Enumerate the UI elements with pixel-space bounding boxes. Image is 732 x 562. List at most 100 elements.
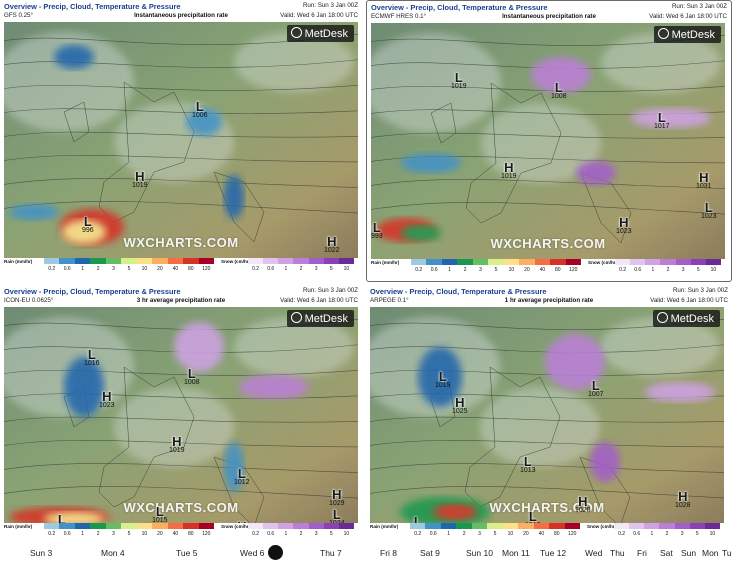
rain-tick-label: 2 [96,531,100,537]
low-pressure-center: L 1007 [588,378,604,399]
low-pressure-center: L 996 [82,215,94,235]
rain-tick-label: 2 [463,267,467,273]
panel-icon-eu[interactable]: Overview - Precip, Cloud, Temperature & … [0,285,362,545]
valid-time: Valid: Wed 6 Jan 18:00 UTC [650,297,728,304]
timeline-day[interactable]: Mon 11 [502,548,530,558]
precip-type: Instantaneous precipitation rate [502,13,596,20]
rain-tick-label: 120 [202,266,211,272]
rain-tick-label: 80 [554,531,560,537]
rain-color-swatch [456,523,472,529]
pressure-symbol: H [678,489,688,504]
snow-tick-label: 1 [651,267,655,273]
pressure-value: 1019 [132,182,148,189]
snow-tick-label: 1 [650,531,654,537]
snow-tick-label: 10 [343,266,350,272]
snow-tick-label: 0.2 [619,267,627,273]
run-time: Run: Sun 3 Jan 00Z [302,2,358,9]
snow-tick-label: 10 [709,531,716,537]
timeline-day[interactable]: Mon [702,548,719,558]
pressure-symbol: L [438,369,447,384]
timeline-day[interactable]: Wed [585,548,603,558]
rain-ticks: 0.2 0.6 1 2 3 5 10 20 40 80 120 [44,531,214,537]
high-pressure-center: H 1025 [452,396,468,416]
rain-color-swatch [121,258,137,264]
pressure-value: 1016 [84,360,100,367]
timeline-day[interactable]: Thu 7 [320,548,342,558]
timeline-day[interactable]: Fri [637,548,647,558]
pressure-symbol: L [195,99,204,114]
timeline-day[interactable]: Sun 3 [30,548,53,558]
pressure-value: 993 [371,233,383,240]
panel-title: Overview - Precip, Cloud, Temperature & … [4,287,181,296]
rain-tick-label: 120 [202,531,211,537]
pressure-symbol: H [327,234,337,249]
snow-color-swatch [293,523,309,529]
rain-tick-label: 2 [96,266,100,272]
pressure-symbol: L [554,80,563,95]
rain-ticks: 0.2 0.6 1 2 3 5 10 20 40 80 120 [410,531,580,537]
pressure-value: 1013 [525,522,541,523]
timeline-day[interactable]: Mon 4 [101,548,125,558]
rain-legend-label: Rain (mm/hr) [370,524,399,529]
panel-ecmwf[interactable]: Overview - Precip, Cloud, Temperature & … [366,0,732,282]
timeline-day[interactable]: Sat [660,548,673,558]
pressure-symbol: L [591,378,600,393]
pressure-symbol: L [704,200,713,215]
rain-color-swatch [136,523,153,529]
timeline-day[interactable]: Fri 8 [380,548,397,558]
pressure-value: 1017 [654,123,670,130]
rain-ticks: 0.2 0.6 1 2 3 5 10 20 40 80 120 [44,266,214,272]
timeline-bar[interactable]: Sun 3 Mon 4 Tue 5 Wed 6 Thu 7 Fri 8 Sat 9 Sun 1… [0,545,732,562]
wxcharts-watermark: WXCHARTS.COM [489,500,605,515]
rain-tick-label: 0.6 [429,531,437,537]
pressure-symbol: L [372,220,381,235]
run-time: Run: Sun 3 Jan 00Z [302,287,358,294]
timeline-day[interactable]: Tu [722,548,732,558]
snow-color-swatch [308,523,324,529]
rain-color-swatch [136,258,153,264]
pressure-value: 1006 [192,112,208,119]
rain-legend-label: Rain (mm/hr) [4,524,33,529]
timeline-day[interactable]: Wed 6 [240,548,265,558]
rain-color-swatch [425,523,441,529]
low-pressure-center: L 993 [371,220,383,241]
pressure-value: 1028 [675,502,691,509]
rain-color-swatch [502,523,519,529]
timeline-day[interactable]: Sun [681,548,697,558]
low-pressure-center: L1024 [329,508,345,523]
panel-arpege[interactable]: Overview - Precip, Cloud, Temperature & … [366,285,732,545]
pressure-value: 1019 [501,173,517,180]
timeline-day[interactable]: Thu [610,548,625,558]
valid-time: Valid: Wed 6 Jan 18:00 UTC [280,12,358,19]
pressure-value: 1015 [152,517,168,523]
panel-gfs[interactable]: Overview - Precip, Cloud, Temperature & … [0,0,362,282]
brand-label: MetDesk [304,28,348,40]
weather-map[interactable]: MetDesk WXCHARTS.COM L 1016 L 1008 H 1023 H 101… [4,307,358,523]
high-pressure-center: H 1031 [696,171,712,191]
pressure-symbol: L [187,366,196,381]
weather-map[interactable]: MetDesk WXCHARTS.COM L 1006 H 1019 L 996 H 1022 [4,22,358,258]
snow-tick-label: 0.6 [267,266,275,272]
valid-time: Valid: Wed 6 Jan 18:00 UTC [649,13,727,20]
timeline-day[interactable]: Sun 10 [466,548,493,558]
timeline-day[interactable]: Tue 5 [176,548,198,558]
low-pressure-center: L992 [412,515,424,523]
snow-tick-label: 0.2 [252,531,260,537]
snow-color-swatch [308,258,324,264]
weather-map[interactable]: MetDesk WXCHARTS.COM L 1019 L 1007 H 1025 L 101… [370,307,724,523]
pressure-symbol: L [57,512,66,523]
snow-ticks: 0.2 0.6 1 2 3 5 10 [248,266,354,272]
rain-color-swatch [550,259,566,265]
timeline-day[interactable]: Sat 9 [420,548,440,558]
timeline-day[interactable]: Tue 12 [540,548,567,558]
snow-tick-label: 3 [681,267,685,273]
low-pressure-center: L1000 [54,512,70,523]
weather-map[interactable]: MetDesk WXCHARTS.COM L 1019 L 1008 L 1017 H 101… [371,23,725,259]
timeline-slider-handle[interactable] [268,545,283,560]
snow-tick-label: 0.2 [252,266,260,272]
high-pressure-center: H 1019 [132,170,148,190]
map-svg [371,23,725,259]
rain-tick-label: 3 [479,267,482,273]
